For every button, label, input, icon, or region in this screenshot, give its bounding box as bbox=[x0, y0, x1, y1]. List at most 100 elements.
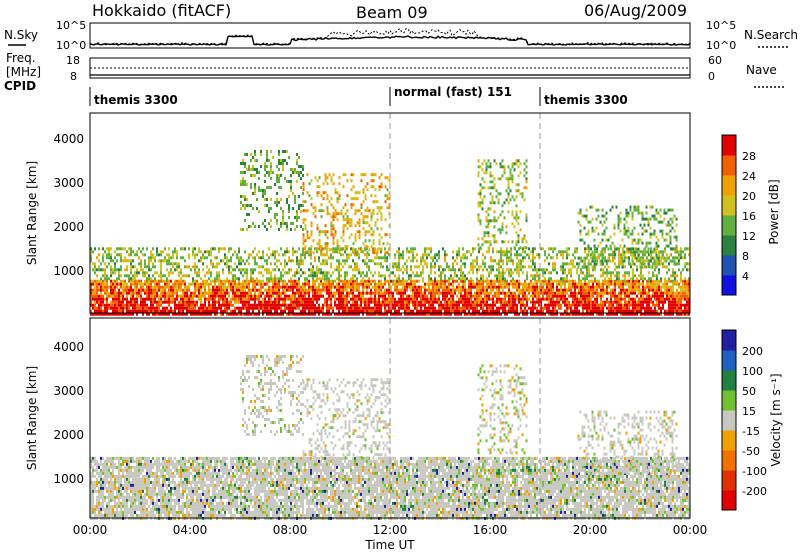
heatmap-cell bbox=[626, 292, 628, 295]
heatmap-cell bbox=[574, 295, 576, 298]
heatmap-cell bbox=[114, 304, 116, 307]
heatmap-cell bbox=[608, 271, 610, 274]
heatmap-cell bbox=[343, 230, 345, 233]
heatmap-cell bbox=[336, 304, 338, 307]
heatmap-cell bbox=[462, 271, 464, 274]
heatmap-cell bbox=[158, 274, 160, 277]
heatmap-cell bbox=[380, 280, 382, 283]
heatmap-cell bbox=[582, 286, 584, 289]
heatmap-cell bbox=[522, 256, 524, 259]
heatmap-cell bbox=[518, 292, 520, 295]
heatmap-cell bbox=[534, 304, 536, 307]
heatmap-cell bbox=[232, 289, 234, 292]
heatmap-cell bbox=[386, 268, 388, 271]
heatmap-cell bbox=[340, 268, 342, 271]
heatmap-cell bbox=[592, 274, 594, 277]
heatmap-cell bbox=[305, 224, 307, 227]
heatmap-cell bbox=[164, 307, 166, 310]
heatmap-cell bbox=[238, 250, 240, 253]
heatmap-cell bbox=[378, 301, 380, 304]
heatmap-cell bbox=[345, 212, 347, 215]
heatmap-cell bbox=[332, 295, 334, 298]
heatmap-cell bbox=[166, 298, 168, 301]
heatmap-cell bbox=[398, 277, 400, 280]
heatmap-cell bbox=[486, 295, 488, 298]
heatmap-cell bbox=[404, 307, 406, 310]
heatmap-cell bbox=[678, 301, 680, 304]
heatmap-cell bbox=[674, 271, 676, 274]
heatmap-cell bbox=[140, 307, 142, 310]
heatmap-cell bbox=[472, 310, 474, 313]
heatmap-cell bbox=[118, 271, 120, 274]
heatmap-cell bbox=[612, 301, 614, 304]
heatmap-cell bbox=[170, 295, 172, 298]
heatmap-cell bbox=[568, 304, 570, 307]
heatmap-cell bbox=[202, 256, 204, 259]
heatmap-cell bbox=[148, 289, 150, 292]
heatmap-cell bbox=[646, 301, 648, 304]
heatmap-cell bbox=[600, 283, 602, 286]
heatmap-cell bbox=[548, 286, 550, 289]
heatmap-cell bbox=[500, 292, 502, 295]
heatmap-cell bbox=[374, 262, 376, 265]
heatmap-cell bbox=[526, 271, 528, 274]
heatmap-cell bbox=[404, 292, 406, 295]
heatmap-cell bbox=[530, 250, 532, 253]
heatmap-cell bbox=[303, 239, 305, 242]
heatmap-cell bbox=[348, 301, 350, 304]
heatmap-cell bbox=[644, 289, 646, 292]
heatmap-cell bbox=[658, 301, 660, 304]
heatmap-cell bbox=[436, 259, 438, 262]
heatmap-cell bbox=[330, 280, 332, 283]
heatmap-cell bbox=[656, 247, 658, 250]
heatmap-cell bbox=[552, 289, 554, 292]
heatmap-cell bbox=[604, 277, 606, 280]
heatmap-cell bbox=[678, 250, 680, 253]
heatmap-cell bbox=[198, 247, 200, 250]
heatmap-cell bbox=[528, 289, 530, 292]
heatmap-cell bbox=[307, 236, 309, 239]
heatmap-cell bbox=[278, 286, 280, 289]
heatmap-cell bbox=[168, 310, 170, 313]
heatmap-cell bbox=[314, 259, 316, 262]
heatmap-cell bbox=[432, 283, 434, 286]
heatmap-cell bbox=[224, 283, 226, 286]
heatmap-cell bbox=[434, 253, 436, 256]
heatmap-cell bbox=[450, 304, 452, 307]
heatmap-cell bbox=[353, 242, 355, 245]
heatmap-cell bbox=[110, 289, 112, 292]
heatmap-cell bbox=[286, 150, 288, 153]
heatmap-cell bbox=[120, 298, 122, 301]
heatmap-cell bbox=[224, 280, 226, 283]
heatmap-cell bbox=[652, 295, 654, 298]
heatmap-cell bbox=[128, 304, 130, 307]
heatmap-cell bbox=[334, 295, 336, 298]
heatmap-cell bbox=[510, 298, 512, 301]
heatmap-cell bbox=[146, 283, 148, 286]
heatmap-cell bbox=[546, 268, 548, 271]
heatmap-cell bbox=[372, 292, 374, 295]
heatmap-cell bbox=[610, 283, 612, 286]
heatmap-cell bbox=[206, 256, 208, 259]
heatmap-cell bbox=[448, 277, 450, 280]
heatmap-cell bbox=[316, 310, 318, 313]
heatmap-cell bbox=[92, 295, 94, 298]
heatmap-cell bbox=[356, 277, 358, 280]
heatmap-cell bbox=[300, 298, 302, 301]
heatmap-cell bbox=[144, 292, 146, 295]
heatmap-cell bbox=[200, 289, 202, 292]
heatmap-cell bbox=[312, 298, 314, 301]
heatmap-cell bbox=[370, 259, 372, 262]
heatmap-cell bbox=[676, 304, 678, 307]
heatmap-cell bbox=[320, 268, 322, 271]
heatmap-cell bbox=[110, 301, 112, 304]
heatmap-cell bbox=[341, 209, 343, 212]
heatmap-cell bbox=[640, 271, 642, 274]
heatmap-cell bbox=[646, 307, 648, 310]
heatmap-cell bbox=[220, 298, 222, 301]
heatmap-cell bbox=[472, 304, 474, 307]
heatmap-cell bbox=[313, 212, 315, 215]
heatmap-cell bbox=[430, 277, 432, 280]
heatmap-cell bbox=[462, 283, 464, 286]
heatmap-cell bbox=[144, 301, 146, 304]
